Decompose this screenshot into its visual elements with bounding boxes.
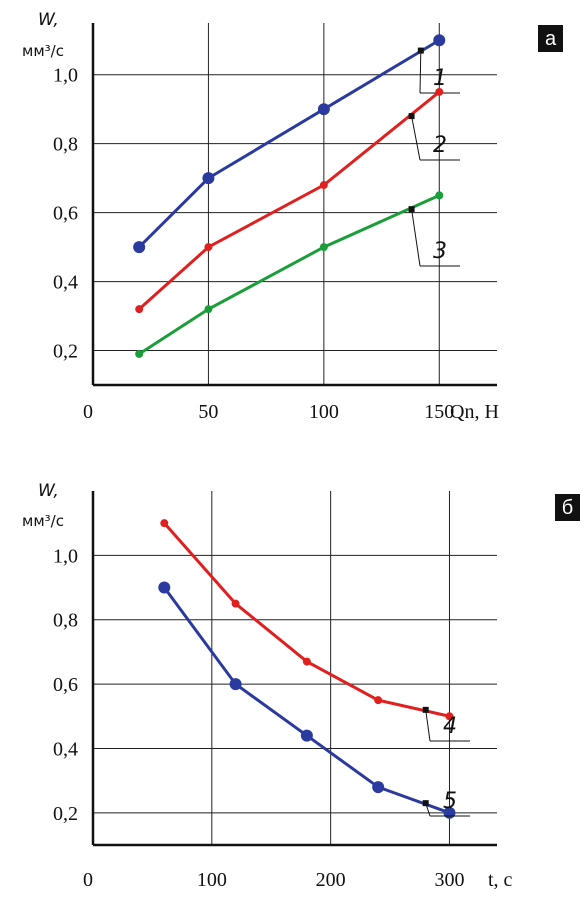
x-tick-label: 300 <box>434 869 464 891</box>
series-line-3 <box>138 194 440 356</box>
callout-leader <box>411 209 421 267</box>
data-point <box>133 241 146 254</box>
data-point <box>317 103 330 116</box>
series-line-5 <box>163 586 450 815</box>
data-point <box>445 712 454 721</box>
callout-marker <box>408 206 415 213</box>
y-axis-unit: мм³/с <box>22 512 64 530</box>
data-point <box>435 87 444 96</box>
y-axis-label: W, <box>38 10 59 30</box>
panel-badge <box>538 25 563 52</box>
x-tick-label: 100 <box>309 401 339 423</box>
x-tick-label: 50 <box>198 401 218 423</box>
data-point <box>300 729 313 742</box>
y-tick-label: 0,6 <box>53 674 78 696</box>
data-point <box>372 781 385 794</box>
data-point <box>135 349 144 358</box>
x-tick-label: 0 <box>83 401 93 423</box>
y-tick-label: 0,8 <box>53 610 78 632</box>
x-tick-label: 200 <box>316 869 346 891</box>
callout-marker <box>408 113 415 120</box>
panel-badge-label: а <box>545 28 557 50</box>
y-tick-label: 0,4 <box>53 738 78 760</box>
series-label-4: 4 <box>443 714 457 739</box>
data-point <box>302 657 311 666</box>
data-point <box>319 243 328 252</box>
panel-badge-label: б <box>562 497 573 519</box>
y-tick-label: 0,2 <box>53 803 78 825</box>
y-tick-label: 1,0 <box>53 545 78 567</box>
data-point <box>204 243 213 252</box>
callout-marker <box>422 800 429 807</box>
series-label-5: 5 <box>443 789 457 814</box>
x-tick-label: 150 <box>424 401 454 423</box>
data-point <box>202 172 215 185</box>
data-point <box>204 305 213 314</box>
data-point <box>160 519 169 528</box>
callout-marker <box>417 47 424 54</box>
data-point <box>231 599 240 608</box>
chart-2: 0,2 0,4 0,6 0,8 1,0 0 100 200 300 W, мм³/с t, с б 4 5 <box>22 481 580 891</box>
panel-badge <box>555 494 580 521</box>
chart-1: 0,2 0,4 0,6 0,8 1,0 0 50 100 150 W, мм³/с Qn, Н а 1 2 3 <box>22 10 563 423</box>
data-point <box>319 181 328 190</box>
x-tick-label: 0 <box>83 869 93 891</box>
y-tick-label: 0,6 <box>53 203 78 225</box>
series-label-3: 3 <box>433 239 447 264</box>
y-tick-label: 1,0 <box>53 65 78 87</box>
callout-leader <box>411 115 421 161</box>
y-axis-label: W, <box>38 481 59 501</box>
callout-marker <box>422 706 429 713</box>
x-axis-label: Qn, Н <box>450 401 499 423</box>
series-line-2 <box>138 90 441 311</box>
y-tick-label: 0,8 <box>53 134 78 156</box>
data-point <box>158 581 171 594</box>
series-label-2: 2 <box>433 133 447 158</box>
x-axis-label: t, с <box>488 869 513 891</box>
y-tick-label: 0,4 <box>53 272 78 294</box>
series-label-1: 1 <box>433 66 447 91</box>
callout-leader <box>419 50 422 94</box>
data-point <box>374 696 383 705</box>
data-point <box>135 305 144 314</box>
series-line-1 <box>138 38 441 249</box>
x-tick-label: 100 <box>197 869 227 891</box>
data-point <box>433 34 446 47</box>
data-point <box>229 678 242 691</box>
y-axis-unit: мм³/с <box>22 42 64 60</box>
y-tick-label: 0,2 <box>53 341 78 363</box>
callout-leader <box>425 709 431 742</box>
data-point <box>435 191 444 200</box>
